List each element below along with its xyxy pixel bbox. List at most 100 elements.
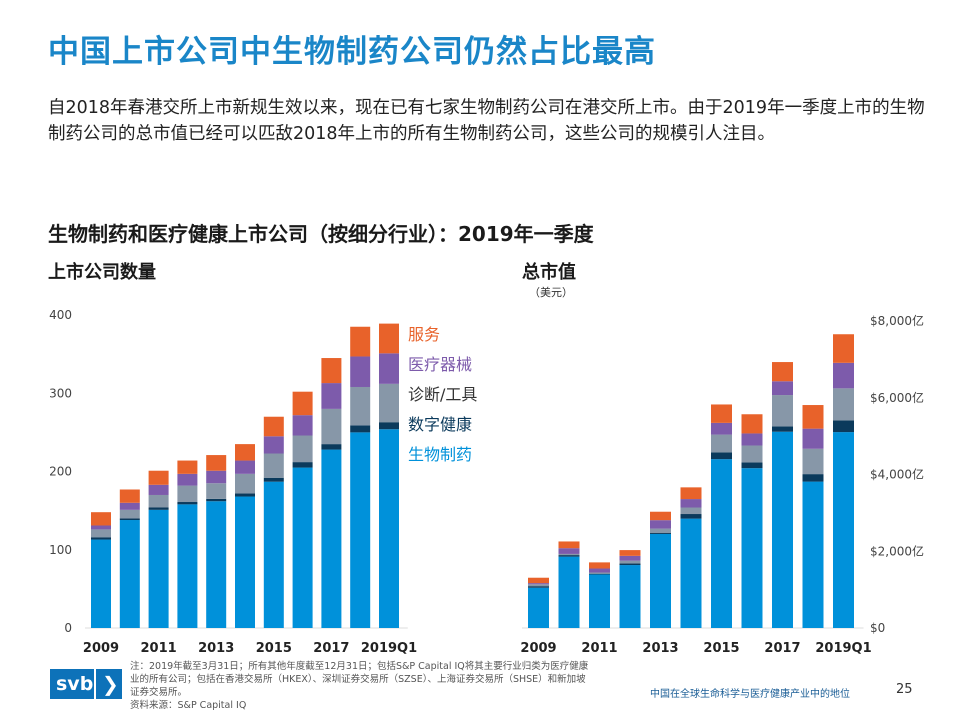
bar-segment-2019Q1	[833, 334, 854, 363]
intro-paragraph: 自2018年春港交所上市新规生效以来，现在已有七家生物制药公司在港交所上市。由于…	[48, 98, 925, 144]
bar-segment-2014	[680, 507, 702, 515]
bar-segment-2011	[148, 507, 169, 510]
bar-segment-2010	[119, 489, 140, 503]
bar-segment-2015	[263, 436, 284, 454]
bar-segment-2009	[528, 587, 549, 628]
bar-segment-2016	[741, 445, 763, 463]
bar-segment-2010	[558, 556, 580, 628]
bar-segment-2019Q1	[833, 388, 854, 421]
y-tick-label: $2,000亿	[870, 543, 924, 558]
chart-section-title: 生物制药和医疗健康上市公司（按细分行业）：2019年一季度	[48, 222, 594, 246]
footer-title: 中国在全球生命科学与医疗健康产业中的地位	[650, 689, 850, 700]
legend-item-digital-health: 数字健康	[408, 415, 473, 434]
bar-segment-2011	[148, 509, 169, 628]
bar-segment-2010	[119, 502, 140, 510]
bar-segment-2010	[119, 520, 140, 628]
bar-segment-2015	[263, 477, 284, 482]
market-cap-chart: $0 $2,000亿 $4,000亿 $6,000亿 $8,000亿 2009 2011 20…	[520, 313, 924, 656]
bar-segment-2017	[772, 431, 793, 628]
bar-segment-2018	[350, 432, 371, 628]
bar-segment-2012	[177, 504, 198, 628]
y-tick-label: 200	[49, 465, 72, 479]
legend-item-devices: 医疗器械	[408, 355, 473, 374]
company-count-chart: 0 100 200 300 400 2009 2011 2013 2015 2017 2019Q1	[49, 308, 417, 656]
bar-segment-2009	[91, 537, 111, 540]
bar-segment-2011	[148, 470, 169, 485]
bar-segment-2017	[772, 381, 793, 396]
bar-segment-2014	[235, 473, 255, 494]
bar-segment-2019Q1	[833, 432, 854, 628]
bar-segment-2012	[619, 550, 641, 556]
svb-logo: svb ❯	[50, 669, 122, 699]
x-tick-label: 2011	[581, 641, 617, 656]
chevron-right-icon: ❯	[94, 669, 119, 699]
bar-segment-2014	[680, 499, 702, 508]
bar-segment-2019Q1	[833, 362, 854, 389]
bar-segment-2018	[350, 425, 371, 433]
y-tick-label: $6,000亿	[870, 390, 924, 405]
bar-segment-2012	[177, 502, 198, 505]
bar-segment-2018	[802, 405, 824, 429]
bar-segment-2018	[350, 386, 371, 426]
bar-segment-2015	[263, 416, 284, 437]
y-tick-label: $4,000亿	[870, 467, 924, 482]
bar-segment-2014	[680, 518, 702, 628]
legend-item-biopharma: 生物制药	[408, 445, 473, 464]
bar-segment-2012	[177, 485, 198, 503]
page-number: 25	[896, 682, 913, 697]
x-tick-label: 2013	[642, 641, 678, 656]
bar-segment-2011	[589, 568, 610, 573]
x-tick-label: 2017	[764, 641, 800, 656]
bar-segment-2016	[741, 414, 763, 434]
bar-segment-2017	[321, 449, 342, 628]
bar-segment-2010	[558, 541, 580, 549]
bar-segment-2018	[350, 356, 371, 387]
legend-item-diagnostics: 诊断/工具	[408, 385, 478, 404]
bar-segment-2015	[711, 434, 732, 453]
y-tick-label: 400	[49, 308, 72, 322]
bar-segment-2017	[772, 426, 793, 432]
bar-segment-2012	[177, 460, 198, 474]
bar-segment-2011	[148, 484, 169, 495]
bar-segment-2014	[680, 514, 702, 519]
bar-segment-2011	[589, 572, 610, 574]
page-title: 中国上市公司中生物制药公司仍然占比最高	[48, 34, 656, 70]
bar-segment-2009	[91, 529, 111, 538]
footnote: 注：2019年截至3月31日；所有其他年度截至12月31日；包括S&P Capi…	[130, 660, 590, 712]
bar-segment-2013	[650, 533, 671, 628]
bar-segment-2016	[292, 462, 313, 468]
bar-segment-2017	[772, 395, 793, 427]
bar-segment-2017	[321, 383, 342, 409]
bar-segment-2016	[292, 435, 313, 463]
bar-segment-2010	[558, 553, 580, 556]
bar-segment-2014	[235, 444, 255, 461]
footnote-text: 注：2019年截至3月31日；所有其他年度截至12月31日；包括S&P Capi…	[130, 661, 589, 698]
bar-segment-2019Q1	[379, 429, 399, 628]
y-tick-label: 100	[49, 543, 72, 557]
right-chart-unit: （美元）	[529, 286, 573, 299]
bar-segment-2013	[650, 528, 671, 534]
bar-segment-2013	[650, 520, 671, 529]
bar-segment-2018	[350, 326, 371, 357]
bar-segment-2012	[619, 565, 641, 628]
bar-segment-2019Q1	[379, 422, 399, 430]
bar-segment-2015	[711, 452, 732, 460]
y-tick-label: 300	[49, 386, 72, 400]
bar-segment-2013	[206, 501, 227, 628]
bar-segment-2011	[589, 573, 610, 575]
bar-segment-2019Q1	[379, 383, 399, 423]
y-tick-label: $8,000亿	[870, 313, 924, 328]
bar-segment-2012	[619, 560, 641, 564]
bar-segment-2009	[528, 584, 549, 587]
bar-segment-2010	[119, 509, 140, 519]
x-tick-label: 2009	[83, 641, 119, 656]
bar-segment-2019Q1	[833, 420, 854, 433]
bar-segment-2009	[528, 586, 549, 588]
bar-segment-2019Q1	[379, 323, 399, 354]
bar-segment-2013	[206, 470, 227, 484]
bar-segment-2011	[589, 574, 610, 628]
bar-segment-2014	[235, 493, 255, 497]
bar-segment-2018	[802, 448, 824, 475]
bar-segment-2014	[680, 487, 702, 500]
bar-segment-2016	[292, 391, 313, 416]
